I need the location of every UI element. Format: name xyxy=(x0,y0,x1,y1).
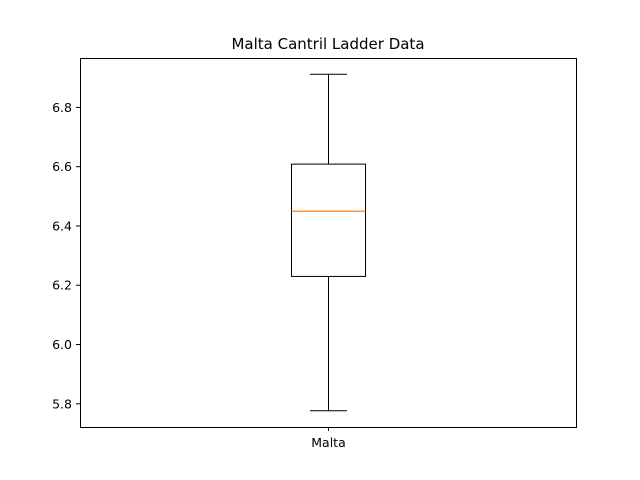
y-tick-label: 6.8 xyxy=(52,100,72,115)
y-tick-label: 5.8 xyxy=(52,396,72,411)
y-tick-label: 6.2 xyxy=(52,278,72,293)
axes-frame xyxy=(80,58,577,428)
iqr-box xyxy=(291,163,366,277)
y-tick-label: 6.4 xyxy=(52,218,72,233)
y-tick-label: 6.0 xyxy=(52,337,72,352)
chart-title: Malta Cantril Ladder Data xyxy=(231,35,424,53)
plot-area: 5.8 6.0 6.2 6.4 6.6 6.8 Malta xyxy=(52,73,366,450)
y-tick-label: 6.6 xyxy=(52,159,72,174)
x-tick-label: Malta xyxy=(311,435,345,450)
